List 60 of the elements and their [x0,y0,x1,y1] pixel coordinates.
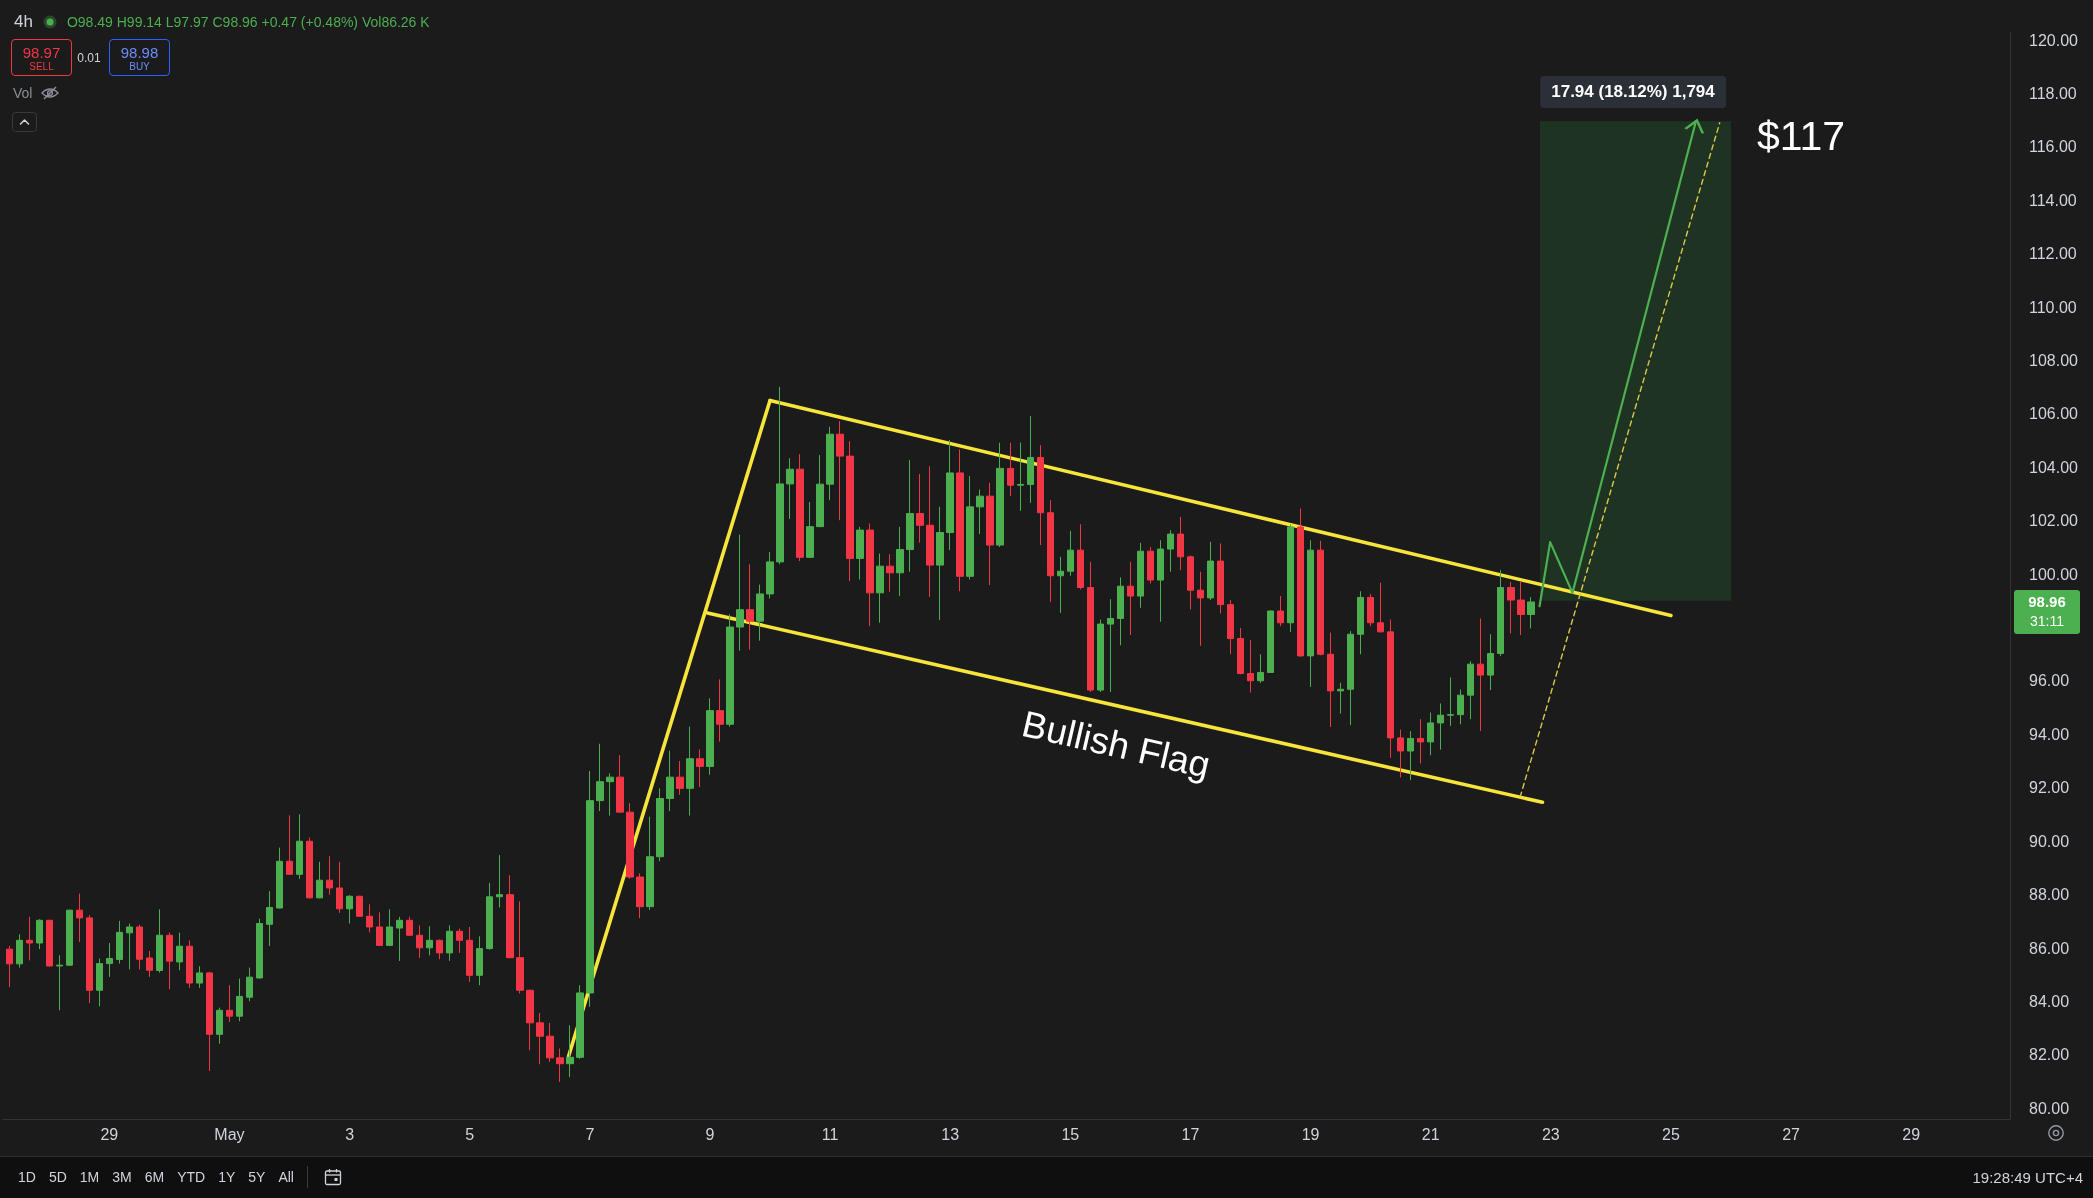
y-tick-label: 82.00 [2029,1046,2070,1064]
y-tick-label: 86.00 [2029,939,2070,957]
text: 5D [48,1169,67,1185]
buy-button: 98.98 BUY [109,39,170,76]
price-tag: 98.96 31:11 [2014,590,2080,634]
annotation: Bullish Flag [1018,703,1214,787]
x-tick-label: 13 [941,1125,960,1143]
y-tick-label: 118.00 [2029,84,2077,102]
sell-button: 98.97 SELL [11,39,72,76]
text: All [278,1169,294,1185]
chart-title: 4h [14,12,33,32]
y-tick-label: 114.00 [2029,191,2077,209]
x-tick-label: 15 [1061,1125,1080,1143]
y-tick-label: 104.00 [2029,458,2079,476]
x-tick-label: 29 [1902,1125,1921,1143]
annotation: BUY [129,60,150,72]
annotation: SELL [29,60,54,72]
annotation: 0.01 [77,51,101,65]
annotation: 17.94 (18.12%) 1,794 [1540,76,1726,108]
y-tick-label: 96.00 [2029,672,2070,690]
x-tick-label: 23 [1541,1125,1560,1143]
x-tick-label: 7 [585,1125,595,1143]
y-tick-label: 94.00 [2029,725,2070,743]
text: 5Y [248,1169,266,1185]
y-tick-label: 112.00 [2029,245,2077,263]
chart-subtitle: O98.49 H99.14 L97.97 C98.96 +0.47 (+0.48%) Vol86.26 K [66,14,430,30]
y-tick-label: 100.00 [2029,565,2079,583]
annotation: Vol [13,85,33,101]
annotation: 98.98 [120,43,159,61]
y-tick-label: 90.00 [2029,832,2070,850]
x-tick-label: 11 [821,1125,839,1143]
text: YTD [177,1169,206,1185]
y-tick-label: 88.00 [2029,886,2070,904]
x-tick-label: 21 [1421,1125,1440,1143]
y-tick-label: 116.00 [2029,138,2077,156]
x-tick-label: 27 [1782,1125,1801,1143]
y-tick-label: 110.00 [2029,298,2077,316]
text: 1M [79,1169,100,1185]
y-tick-label: 102.00 [2029,512,2079,530]
x-tick-label: 17 [1181,1125,1200,1143]
text: 19:28:49 UTC+4 [1972,1168,2083,1186]
x-tick-label: 29 [100,1125,119,1143]
annotation: $117 [1757,112,1846,160]
y-tick-label: 120.00 [2029,31,2079,49]
y-tick-label: 92.00 [2029,779,2070,797]
x-tick-label: 3 [345,1125,355,1143]
x-tick-label: May [214,1125,245,1143]
annotation: 98.97 [22,43,61,61]
y-tick-label: 80.00 [2029,1099,2070,1117]
y-tick-label: 108.00 [2029,352,2079,369]
x-tick-label: 25 [1662,1125,1680,1143]
x-tick-label: 9 [705,1125,715,1143]
text: 6M [144,1169,165,1185]
x-tick-label: 5 [465,1125,475,1143]
text: 3M [112,1169,132,1185]
y-tick-label: 84.00 [2029,992,2070,1010]
x-tick-label: 19 [1301,1125,1320,1143]
y-tick-label: 106.00 [2029,405,2079,423]
text: 1D [18,1169,36,1185]
text: 1Y [218,1169,236,1185]
